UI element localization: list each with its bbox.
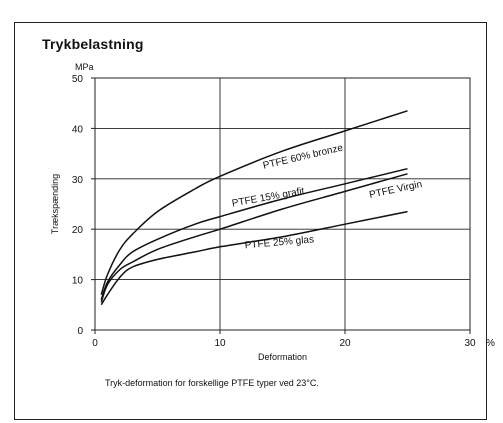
series-line-3 [100,173,408,303]
chart-caption: Tryk-deformation for forskellige PTFE ty… [105,378,319,388]
x-tick-label: 10 [214,338,226,349]
series-line-1 [100,110,408,295]
series-label-1: PTFE 60% bronze [262,142,345,171]
chart-title: Trykbelastning [42,36,144,52]
y-tick-label: 50 [72,74,84,85]
x-unit-label: % [486,338,495,349]
chart-frame [14,22,487,420]
series-label-4: PTFE 25% glas [244,234,314,251]
y-tick-label: 40 [72,124,84,135]
x-tick-label: 20 [339,338,351,349]
series-line-2 [100,167,408,301]
x-tick-label: 0 [92,338,98,349]
x-tick-label: 30 [464,338,476,349]
y-tick-label: 20 [72,225,84,236]
x-axis-label: Deformation [258,352,307,362]
y-tick-label: 0 [77,326,83,337]
series-line-4 [100,210,408,306]
y-axis-label: Trækspænding [50,174,60,234]
y-tick-label: 10 [72,276,84,287]
y-unit-label: MPa [75,62,94,72]
y-tick-label: 30 [72,175,84,186]
plot-area-border [94,77,471,331]
